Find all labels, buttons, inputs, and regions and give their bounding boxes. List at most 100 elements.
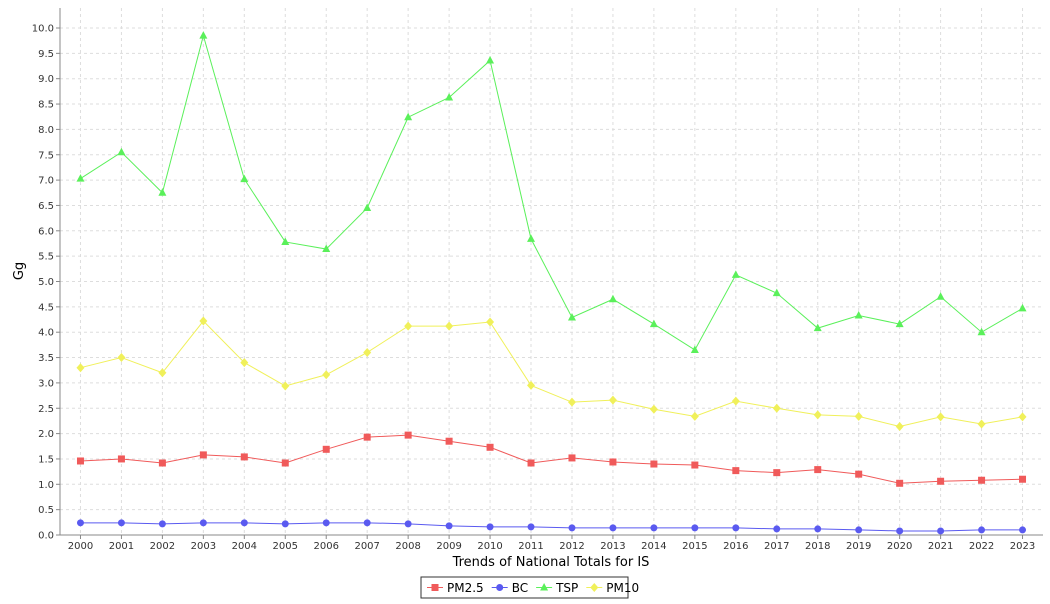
data-point-bc	[1019, 526, 1027, 534]
y-tick-label: 4.0	[38, 328, 54, 339]
x-tick-label: 2005	[273, 541, 298, 552]
data-point-pm25	[158, 459, 166, 467]
x-tick-label: 2013	[600, 541, 625, 552]
y-tick-label: 7.5	[38, 150, 54, 161]
x-tick-label: 2018	[805, 541, 830, 552]
data-point-tsp	[486, 55, 495, 64]
legend-label-bc: BC	[512, 581, 528, 595]
data-point-pm25	[117, 455, 125, 463]
legend: PM2.5 BC TSP PM10	[420, 576, 639, 599]
x-tick-label: 2017	[764, 541, 789, 552]
x-tick-label: 2007	[354, 541, 379, 552]
data-point-bc	[568, 524, 576, 532]
x-tick-label: 2023	[1010, 541, 1035, 552]
legend-marker-pm10	[590, 583, 599, 592]
series-group	[76, 31, 1027, 535]
data-point-pm25	[76, 457, 84, 465]
x-tick-label: 2019	[846, 541, 871, 552]
y-tick-label: 8.5	[38, 100, 54, 111]
data-point-pm25	[937, 477, 945, 485]
data-point-pm10	[199, 316, 208, 326]
x-tick-label: 2008	[395, 541, 420, 552]
y-tick-label: 10.0	[32, 24, 54, 35]
data-point-bc	[281, 520, 289, 528]
data-point-tsp	[199, 31, 208, 39]
data-point-pm25	[978, 476, 986, 484]
data-point-bc	[937, 527, 945, 535]
x-tick-label: 2020	[887, 541, 912, 552]
data-point-tsp	[322, 244, 331, 253]
data-point-pm25	[445, 437, 453, 445]
y-axis-title: Gg	[12, 262, 27, 280]
y-tick-label: 2.5	[38, 404, 54, 415]
y-tick-label: 9.0	[38, 74, 54, 85]
y-tick-label: 7.0	[38, 176, 54, 187]
data-point-bc	[158, 520, 166, 528]
series-line-pm25	[80, 434, 1023, 484]
legend-label-tsp: TSP	[555, 581, 578, 595]
legend-item-bc: BC	[491, 581, 528, 595]
data-point-bc	[117, 519, 125, 527]
x-tick-label: 2004	[232, 541, 257, 552]
data-point-pm25	[855, 470, 863, 478]
data-point-tsp	[772, 288, 781, 297]
y-tick-label: 5.0	[38, 277, 54, 288]
data-point-tsp	[854, 310, 863, 319]
data-point-pm10	[158, 368, 167, 378]
data-point-bc	[814, 525, 822, 533]
data-point-pm10	[690, 411, 699, 421]
x-tick-label: 2010	[477, 541, 502, 552]
y-tick-label: 6.0	[38, 226, 54, 237]
legend-marker-bc	[496, 584, 504, 591]
data-point-pm25	[363, 433, 371, 441]
data-point-tsp	[527, 234, 536, 242]
data-point-bc	[199, 519, 207, 527]
legend-box	[420, 576, 629, 599]
data-point-pm25	[404, 431, 412, 439]
data-point-pm10	[772, 403, 781, 413]
data-point-bc	[609, 524, 617, 532]
y-tick-label: 8.0	[38, 125, 54, 136]
data-point-pm10	[936, 412, 945, 422]
data-point-tsp	[445, 92, 454, 101]
data-point-pm25	[240, 453, 248, 461]
data-point-pm10	[76, 363, 85, 373]
x-axis-title: Trends of National Totals for IS	[452, 555, 650, 570]
series-pm10	[76, 316, 1027, 432]
data-point-tsp	[649, 319, 658, 328]
data-point-tsp	[240, 174, 249, 183]
data-point-pm10	[117, 353, 126, 363]
data-point-bc	[896, 527, 904, 535]
legend-label-pm25: PM2.5	[447, 581, 484, 595]
data-point-pm25	[691, 461, 699, 469]
data-point-tsp	[76, 174, 85, 182]
data-point-bc	[486, 523, 494, 531]
x-tick-label: 2000	[68, 541, 93, 552]
series-line-pm10	[80, 320, 1023, 428]
data-point-bc	[445, 522, 453, 530]
data-point-bc	[76, 519, 84, 527]
data-point-pm10	[731, 396, 740, 406]
x-tick-label: 2014	[641, 541, 666, 552]
y-tick-label: 3.0	[38, 378, 54, 389]
legend-marker-tsp	[540, 583, 549, 591]
data-point-bc	[527, 523, 535, 531]
axes: 0.0 0.5 1.0 1.5 2.0 2.5 3.0 3.5 4.0 4.5 5.0 5.5 6.0 6…	[32, 8, 1043, 552]
x-tick-label: 2006	[314, 541, 339, 552]
data-point-tsp	[117, 147, 126, 156]
x-tick-label: 2021	[928, 541, 953, 552]
data-point-pm10	[608, 395, 617, 405]
data-point-pm10	[854, 411, 863, 421]
data-point-pm25	[281, 459, 289, 467]
gridlines	[60, 8, 1043, 536]
data-point-pm10	[1018, 412, 1027, 422]
data-point-pm10	[895, 422, 904, 432]
data-point-pm10	[649, 404, 658, 414]
data-point-pm10	[404, 321, 413, 331]
data-point-tsp	[281, 237, 290, 245]
series-tsp	[76, 31, 1027, 353]
data-point-pm25	[814, 466, 822, 474]
data-point-bc	[691, 524, 699, 532]
series-line-bc	[80, 522, 1023, 532]
